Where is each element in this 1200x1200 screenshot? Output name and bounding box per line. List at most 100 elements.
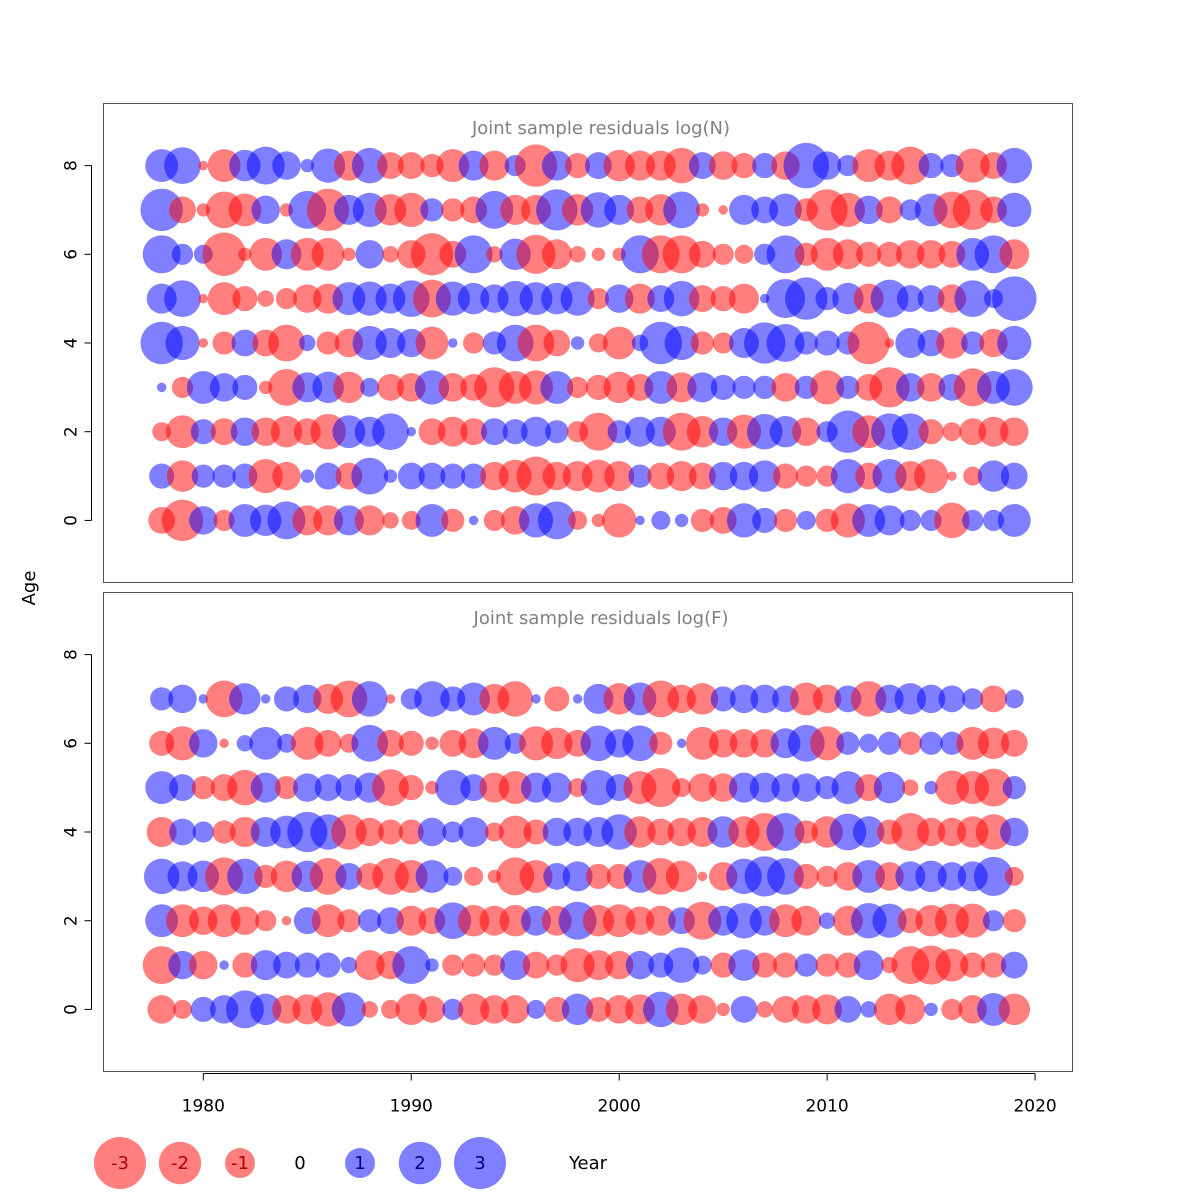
residual-bubble xyxy=(540,370,574,404)
residual-bubble xyxy=(767,858,804,895)
residual-bubble xyxy=(212,820,236,844)
residual-bubble xyxy=(954,280,992,317)
residual-bubble xyxy=(891,813,930,851)
residual-bubble xyxy=(997,192,1032,227)
residual-bubble xyxy=(331,814,367,850)
residual-bubble xyxy=(351,681,388,717)
residual-bubble xyxy=(915,860,947,893)
residual-bubble xyxy=(872,903,907,938)
residual-bubble xyxy=(397,462,425,490)
residual-bubble xyxy=(897,908,923,934)
residual-bubble xyxy=(173,999,192,1019)
residual-bubble xyxy=(812,684,842,714)
residual-bubble xyxy=(935,948,969,982)
residual-bubble xyxy=(257,290,274,307)
residual-bubble xyxy=(439,729,467,757)
residual-bubble xyxy=(142,235,181,274)
residual-bubble xyxy=(625,950,655,980)
residual-bubble xyxy=(566,376,589,399)
residual-bubble xyxy=(166,904,199,938)
residual-bubble xyxy=(602,904,636,938)
residual-bubble xyxy=(924,1002,938,1017)
residual-bubble xyxy=(168,950,197,980)
residual-bubble xyxy=(396,905,427,936)
residual-bubble xyxy=(537,501,576,540)
residual-bubble xyxy=(483,509,506,532)
residual-bubble xyxy=(852,149,886,183)
residual-bubble xyxy=(852,816,885,848)
residual-bubble xyxy=(251,195,280,225)
residual-bubble xyxy=(831,771,865,805)
residual-bubble xyxy=(794,820,818,844)
residual-bubble xyxy=(810,370,845,405)
residual-bubble xyxy=(531,694,541,704)
residual-bubble xyxy=(870,279,909,318)
residual-bubble xyxy=(521,416,551,447)
residual-bubble xyxy=(164,280,201,317)
residual-bubble xyxy=(461,463,487,489)
legend-bubble xyxy=(158,1141,202,1185)
residual-bubble xyxy=(772,463,799,489)
residual-bubble xyxy=(955,903,990,938)
residual-bubble xyxy=(541,727,573,760)
residual-bubble xyxy=(896,285,924,313)
residual-bubble xyxy=(477,726,511,760)
residual-bubble xyxy=(625,150,655,181)
residual-bubble xyxy=(622,725,658,762)
residual-bubble xyxy=(690,331,715,355)
residual-bubble xyxy=(729,729,759,758)
residual-bubble xyxy=(420,198,444,222)
residual-bubble xyxy=(919,731,943,755)
residual-bubble xyxy=(690,508,715,533)
residual-bubble xyxy=(198,160,209,171)
residual-bubble xyxy=(665,993,698,1026)
residual-bubble xyxy=(164,147,201,184)
residual-bubble xyxy=(962,688,984,710)
residual-bubble xyxy=(752,153,778,179)
residual-bubble xyxy=(238,247,252,262)
residual-bubble xyxy=(712,243,734,265)
legend-label: 1 xyxy=(354,1153,365,1174)
residual-bubble xyxy=(688,995,717,1024)
residual-bubble xyxy=(604,995,634,1024)
residual-bubble xyxy=(628,464,652,488)
residual-bubble xyxy=(521,772,551,803)
residual-bubble xyxy=(541,772,572,803)
residual-bubble xyxy=(936,327,968,359)
residual-bubble xyxy=(270,415,303,448)
residual-bubble xyxy=(294,952,320,978)
residual-bubble xyxy=(415,326,449,360)
residual-bubble xyxy=(688,285,716,313)
residual-bubble xyxy=(212,331,236,355)
residual-bubble xyxy=(896,373,925,402)
residual-bubble xyxy=(377,373,404,401)
residual-bubble xyxy=(1004,689,1024,709)
residual-bubble xyxy=(150,687,174,711)
residual-bubble xyxy=(995,369,1033,406)
residual-bubble xyxy=(916,817,946,847)
residual-bubble xyxy=(854,195,883,225)
residual-bubble xyxy=(792,995,821,1024)
residual-bubble xyxy=(568,510,588,530)
residual-bubble xyxy=(457,904,490,937)
residual-bubble xyxy=(254,864,278,889)
legend-bubble xyxy=(225,1148,255,1178)
residual-bubble xyxy=(246,146,285,185)
residual-bubble xyxy=(355,817,384,847)
residual-bubble xyxy=(415,503,449,537)
residual-bubble xyxy=(425,780,439,795)
panel-log-f: Joint sample residuals log(F) 0 2 4 6 8 xyxy=(62,592,1073,1072)
residual-bubble xyxy=(468,515,479,526)
legend-bubble xyxy=(94,1137,146,1189)
residual-bubble xyxy=(729,194,759,225)
residual-bubble xyxy=(441,198,465,222)
residual-bubble xyxy=(372,413,409,451)
residual-bubble xyxy=(484,822,504,842)
residual-bubble xyxy=(227,858,263,895)
residual-bubble xyxy=(462,332,485,354)
residual-bubble xyxy=(585,996,611,1022)
residual-bubble xyxy=(579,412,618,451)
residual-bubble xyxy=(232,286,258,312)
residual-bubble xyxy=(834,995,862,1023)
